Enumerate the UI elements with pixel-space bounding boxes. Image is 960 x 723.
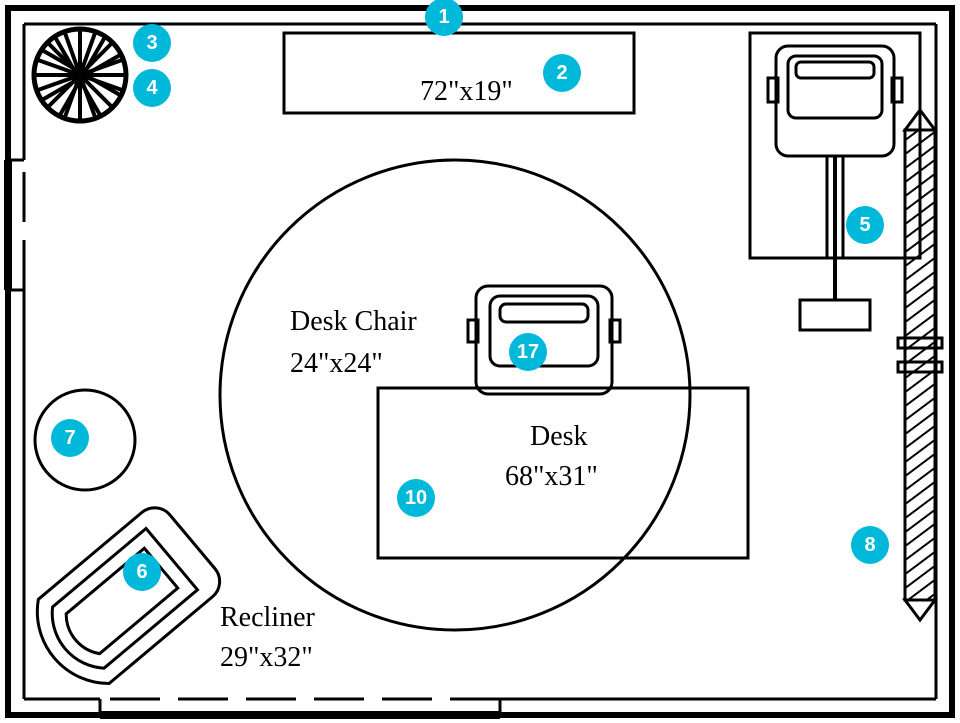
marker-1: 1 (425, 0, 463, 36)
svg-text:8: 8 (864, 534, 875, 556)
desk-chair (468, 286, 620, 394)
label-recliner_d: 29"x32" (220, 642, 313, 673)
marker-8: 8 (851, 526, 889, 564)
reading-chair (750, 33, 920, 330)
svg-text:2: 2 (556, 62, 567, 84)
marker-5: 5 (846, 206, 884, 244)
marker-17: 17 (509, 333, 547, 371)
recliner (19, 500, 228, 700)
svg-text:1: 1 (438, 6, 449, 28)
svg-text:7: 7 (64, 427, 75, 449)
marker-3: 3 (133, 24, 171, 62)
label-credenza_dim: 72"x19" (420, 76, 513, 107)
marker-4: 4 (133, 69, 171, 107)
svg-text:10: 10 (405, 487, 427, 509)
label-deskchair_t: Desk Chair (290, 306, 417, 337)
floorplan-svg: 72"x19" Desk Chair 24"x24" Desk 68"x31" Recli… (0, 0, 960, 723)
label-desk_t: Desk (530, 421, 588, 452)
marker-7: 7 (51, 419, 89, 457)
label-deskchair_d: 24"x24" (290, 348, 383, 379)
svg-text:6: 6 (136, 561, 147, 583)
plant-icon (34, 29, 126, 121)
svg-text:3: 3 (146, 32, 157, 54)
label-desk_d: 68"x31" (505, 461, 598, 492)
label-recliner_t: Recliner (220, 602, 316, 633)
svg-text:17: 17 (517, 341, 539, 363)
svg-text:4: 4 (146, 77, 158, 99)
svg-text:5: 5 (859, 214, 870, 236)
marker-6: 6 (123, 553, 161, 591)
marker-2: 2 (543, 54, 581, 92)
marker-10: 10 (397, 479, 435, 517)
